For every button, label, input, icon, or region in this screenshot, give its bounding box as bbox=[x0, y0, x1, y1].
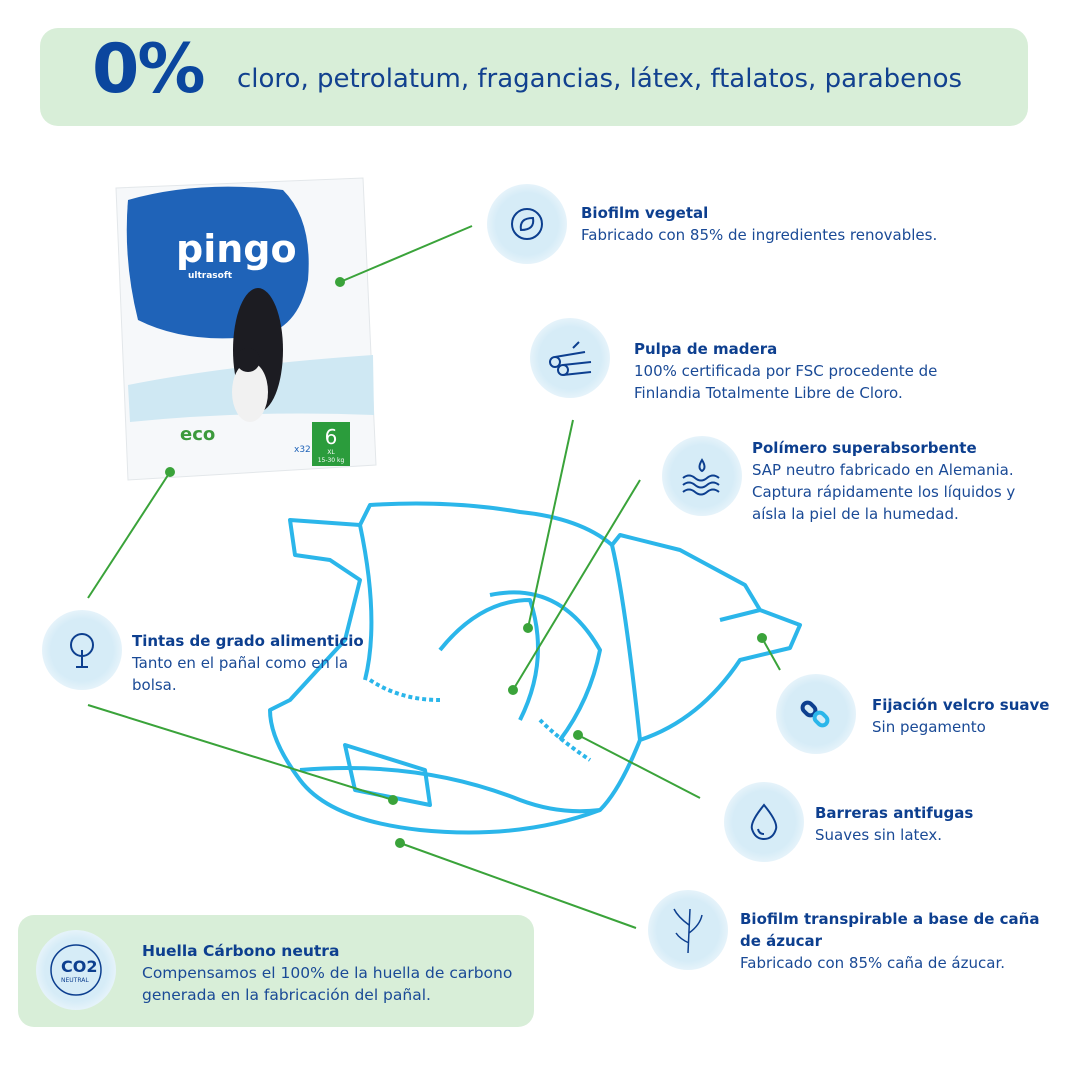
size-number: 6 bbox=[325, 425, 338, 449]
co2-badge-text: CO2 bbox=[61, 957, 97, 976]
recycle-leaf-icon bbox=[487, 184, 567, 264]
eco-label: eco bbox=[180, 424, 215, 445]
feature-biofilm-transpirable: Biofilm transpirable a base de caña de á… bbox=[740, 908, 1040, 974]
co2-badge-subtext: NEUTRAL bbox=[61, 977, 89, 984]
feature-carbon: Huella Cárbono neutra Compensamos el 100… bbox=[142, 940, 532, 1006]
pack-count: x32 bbox=[294, 445, 311, 455]
brand-logo: pingo bbox=[176, 227, 297, 271]
wood-logs-icon bbox=[530, 318, 610, 398]
zero-percent: 0% bbox=[92, 30, 205, 109]
feature-title: Biofilm vegetal bbox=[581, 204, 709, 222]
sugarcane-icon bbox=[648, 890, 728, 970]
feature-desc: Tanto en el pañal como en la bolsa. bbox=[132, 654, 349, 694]
feature-desc: Fabricado con 85% de ingredientes renova… bbox=[581, 226, 938, 244]
leader-lines bbox=[87, 225, 781, 929]
feature-fijacion: Fijación velcro suave Sin pegamento bbox=[872, 694, 1049, 738]
feature-desc: 100% certificada por FSC procedente de F… bbox=[634, 362, 938, 402]
feature-desc: SAP neutro fabricado en Alemania. Captur… bbox=[752, 461, 1016, 523]
feature-title: Huella Cárbono neutra bbox=[142, 942, 340, 960]
drop-icon bbox=[724, 782, 804, 862]
feature-desc: Compensamos el 100% de la huella de carb… bbox=[142, 964, 513, 1004]
tree-icon bbox=[42, 610, 122, 690]
feature-tintas: Tintas de grado alimenticio Tanto en el … bbox=[132, 630, 382, 696]
brand-subline: ultrasoft bbox=[188, 271, 233, 281]
feature-polimero: Polímero superabsorbente SAP neutro fabr… bbox=[752, 437, 1052, 525]
feature-desc: Fabricado con 85% caña de ázucar. bbox=[740, 954, 1006, 972]
feature-title: Pulpa de madera bbox=[634, 340, 778, 358]
feature-desc: Sin pegamento bbox=[872, 718, 986, 736]
product-pack-image: pingo ultrasoft eco 6 XL 15-30 kg x32 bbox=[108, 160, 378, 482]
feature-title: Biofilm transpirable a base de caña de á… bbox=[740, 910, 1040, 950]
feature-barreras: Barreras antifugas Suaves sin latex. bbox=[815, 802, 973, 846]
banner-text: cloro, petrolatum, fragancias, látex, ft… bbox=[237, 64, 963, 94]
link-icon bbox=[776, 674, 856, 754]
feature-pulpa-madera: Pulpa de madera 100% certificada por FSC… bbox=[634, 338, 964, 404]
size-label: XL bbox=[327, 449, 335, 456]
banner bbox=[40, 28, 1028, 126]
feature-title: Barreras antifugas bbox=[815, 804, 974, 822]
feature-title: Polímero superabsorbente bbox=[752, 439, 977, 457]
feature-title: Fijación velcro suave bbox=[872, 696, 1050, 714]
feature-title: Tintas de grado alimenticio bbox=[132, 632, 364, 650]
co2-neutral-badge: CO2 NEUTRAL bbox=[36, 930, 116, 1010]
weight-range: 15-30 kg bbox=[318, 457, 345, 464]
water-drops-icon bbox=[662, 436, 742, 516]
feature-biofilm-vegetal: Biofilm vegetal Fabricado con 85% de ing… bbox=[581, 202, 937, 246]
feature-desc: Suaves sin latex. bbox=[815, 826, 943, 844]
